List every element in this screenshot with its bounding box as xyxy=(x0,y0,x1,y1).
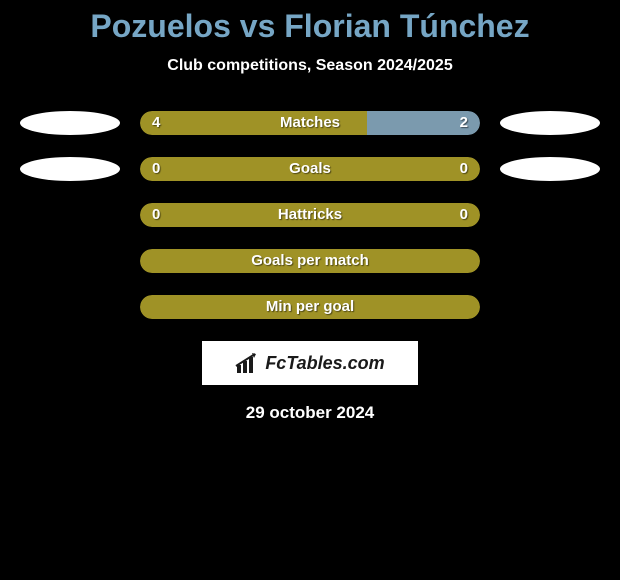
bar-track: Goals per match xyxy=(140,249,480,273)
player-badge-right xyxy=(500,157,600,181)
metric-row: 4 2 Matches xyxy=(0,111,620,135)
metric-label: Goals xyxy=(289,157,331,181)
metric-label: Matches xyxy=(280,111,340,135)
metric-row: Goals per match xyxy=(0,249,620,273)
value-left: 4 xyxy=(152,111,160,135)
metric-row: 0 0 Goals xyxy=(0,157,620,181)
metric-label: Min per goal xyxy=(266,295,354,319)
logo-inner: FcTables.com xyxy=(235,353,384,374)
metric-row: Min per goal xyxy=(0,295,620,319)
player-badge-left xyxy=(20,111,120,135)
value-right: 0 xyxy=(460,157,468,181)
bar-track: Min per goal xyxy=(140,295,480,319)
metric-row: 0 0 Hattricks xyxy=(0,203,620,227)
metric-rows: 4 2 Matches 0 0 Goals 0 0 Hattricks Goals per mat… xyxy=(0,111,620,319)
player-badge-left xyxy=(20,157,120,181)
metric-label: Hattricks xyxy=(278,203,342,227)
bar-track: 0 0 Hattricks xyxy=(140,203,480,227)
value-left: 0 xyxy=(152,203,160,227)
value-right: 0 xyxy=(460,203,468,227)
logo-text: FcTables.com xyxy=(265,353,384,374)
date-label: 29 october 2024 xyxy=(0,403,620,423)
player-badge-right xyxy=(500,111,600,135)
bar-track: 4 2 Matches xyxy=(140,111,480,135)
comparison-container: Pozuelos vs Florian Túnchez Club competi… xyxy=(0,0,620,423)
subtitle: Club competitions, Season 2024/2025 xyxy=(0,57,620,75)
bar-track: 0 0 Goals xyxy=(140,157,480,181)
logo-box: FcTables.com xyxy=(202,341,418,385)
page-title: Pozuelos vs Florian Túnchez xyxy=(0,8,620,45)
bars-icon xyxy=(235,353,261,373)
value-right: 2 xyxy=(460,111,468,135)
metric-label: Goals per match xyxy=(251,249,369,273)
value-left: 0 xyxy=(152,157,160,181)
